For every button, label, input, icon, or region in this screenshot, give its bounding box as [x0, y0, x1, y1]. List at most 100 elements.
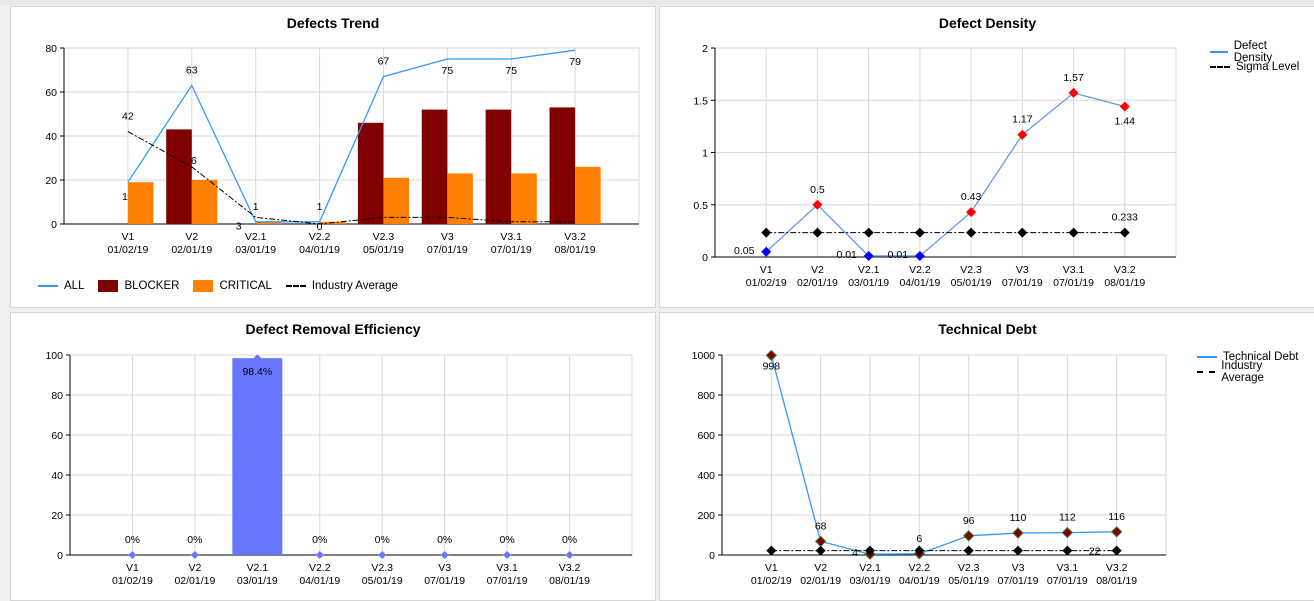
x-tick-label: V1 — [760, 264, 773, 276]
data-marker — [812, 199, 823, 210]
x-tick-label: V1 — [126, 562, 139, 574]
panel-defects-trend: Defects Trend — [10, 6, 656, 308]
data-marker — [1062, 545, 1073, 556]
legend-item-sigma-level[interactable]: Sigma Level — [1210, 59, 1300, 74]
y-tick-label: 20 — [45, 175, 57, 187]
x-tick-label: V2.2 — [309, 562, 331, 574]
bar — [383, 177, 409, 224]
series-line — [765, 92, 1125, 257]
x-tick-label: 08/01/19 — [1104, 277, 1145, 289]
x-tick-label: 02/01/19 — [800, 575, 841, 587]
x-tick-label: 03/01/19 — [850, 575, 891, 587]
data-label: 0.05 — [734, 245, 755, 257]
data-label: 0% — [187, 534, 202, 546]
x-tick-label: V3.2 — [559, 562, 581, 574]
chart-title: Defect Density — [938, 15, 1037, 31]
data-marker — [765, 349, 778, 362]
data-label: 998 — [763, 360, 781, 372]
data-label: 1 — [122, 191, 128, 203]
legend-item-critical[interactable]: CRITICAL — [193, 278, 272, 293]
data-label: 63 — [186, 64, 198, 76]
dash-swatch-icon — [1197, 370, 1216, 373]
x-tick-label: 02/01/19 — [171, 244, 212, 256]
x-tick-label: 02/01/19 — [174, 575, 215, 587]
x-tick-label: V3 — [438, 562, 451, 574]
chart-title: Technical Debt — [938, 321, 1037, 337]
data-label: 0% — [125, 534, 140, 546]
data-marker — [865, 545, 875, 556]
bar — [549, 107, 576, 224]
y-tick-label: 0 — [57, 550, 63, 562]
data-label: 0.01 — [888, 249, 909, 261]
legend-item-defect-density[interactable]: Defect Density — [1210, 40, 1300, 64]
data-marker — [863, 227, 874, 238]
data-label: 3 — [236, 220, 242, 232]
data-label: 116 — [1108, 511, 1125, 523]
y-tick-label: 200 — [697, 510, 715, 522]
x-tick-label: 03/01/19 — [235, 244, 276, 256]
bar — [232, 358, 283, 555]
legend-technical-debt: Technical Debt Industry Average — [1197, 349, 1314, 384]
x-tick-label: V2.2 — [909, 264, 931, 276]
data-marker — [914, 227, 925, 238]
line-swatch-icon — [38, 284, 58, 287]
x-tick-label: V2 — [811, 264, 824, 276]
x-tick-label: V2.2 — [909, 562, 931, 574]
data-label: 22 — [1089, 546, 1101, 558]
bar — [191, 180, 218, 224]
legend-item-technical-debt[interactable]: Technical Debt — [1197, 349, 1300, 364]
legend-item-all[interactable]: ALL — [38, 278, 84, 293]
data-label: 1.17 — [1012, 114, 1033, 126]
y-tick-label: 20 — [51, 510, 63, 522]
panel-technical-debt: Technical Debt — [659, 312, 1314, 601]
chart-title: Defect Removal Efficiency — [245, 321, 421, 337]
x-tick-label: V3 — [1012, 562, 1025, 574]
series-line — [127, 49, 576, 223]
data-label: 75 — [505, 65, 517, 77]
bar — [511, 173, 537, 224]
x-tick-label: V3.1 — [500, 231, 522, 243]
x-tick-label: 01/02/19 — [112, 575, 153, 587]
x-tick-label: V2.3 — [958, 562, 980, 574]
data-label: 1 — [317, 201, 323, 213]
y-tick-label: 2 — [702, 43, 708, 55]
data-marker — [1013, 545, 1023, 556]
bar-marker — [440, 551, 449, 559]
x-tick-label: V3 — [1016, 264, 1029, 276]
bar-marker — [378, 551, 387, 559]
x-tick-label: 08/01/19 — [1096, 575, 1137, 587]
data-label: 68 — [815, 520, 827, 532]
y-tick-label: 0 — [51, 219, 57, 231]
legend-item-blocker[interactable]: BLOCKER — [98, 278, 179, 293]
bar-marker — [503, 551, 512, 559]
bar — [575, 166, 601, 224]
x-tick-label: V1 — [121, 231, 134, 243]
x-tick-label: 07/01/19 — [1002, 277, 1043, 289]
y-tick-label: 1.5 — [693, 95, 708, 107]
x-tick-label: 07/01/19 — [1047, 575, 1088, 587]
data-marker — [761, 227, 772, 238]
legend-defect-density: Defect Density Sigma Level — [1210, 40, 1314, 74]
legend-item-industry-average[interactable]: Industry Average — [1197, 360, 1300, 384]
data-marker — [914, 545, 925, 556]
series-line — [127, 131, 576, 225]
legend-item-industry-average[interactable]: Industry Average — [285, 278, 398, 293]
data-label: 1 — [253, 201, 259, 213]
x-tick-label: 07/01/19 — [1053, 277, 1094, 289]
x-tick-label: 07/01/19 — [491, 244, 532, 256]
x-tick-label: V2 — [185, 231, 198, 243]
x-tick-label: V3.2 — [1114, 264, 1136, 276]
x-tick-label: 04/01/19 — [899, 277, 940, 289]
y-tick-label: 800 — [697, 390, 715, 402]
data-label: 110 — [1010, 512, 1027, 524]
y-tick-label: 400 — [697, 470, 715, 482]
data-label: 1.57 — [1063, 72, 1084, 84]
data-label: 6 — [191, 155, 197, 167]
x-tick-label: 03/01/19 — [848, 277, 889, 289]
data-marker — [1111, 545, 1122, 556]
y-tick-label: 1 — [702, 148, 708, 160]
x-tick-label: V3.1 — [1063, 264, 1085, 276]
bar — [127, 182, 154, 224]
bar — [255, 221, 282, 224]
x-tick-label: 05/01/19 — [951, 277, 992, 289]
